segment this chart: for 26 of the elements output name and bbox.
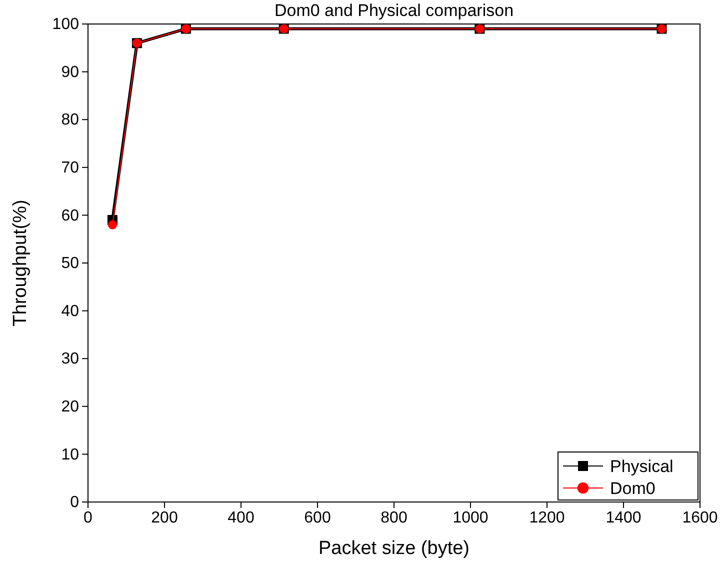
y-tick-label: 0 — [70, 494, 80, 512]
point — [108, 220, 117, 230]
y-tick-label: 10 — [61, 446, 80, 464]
y-tick-label: 50 — [61, 255, 80, 272]
y-tick-label: 100 — [52, 16, 80, 34]
legend-label: Dom0 — [610, 479, 656, 498]
y-tick-label: 70 — [61, 160, 80, 177]
x-tick-label: 400 — [228, 509, 254, 526]
legend-label: Physical — [610, 457, 674, 476]
x-tick-label: 200 — [151, 509, 178, 526]
y-axis-title: Throughput(%) — [10, 200, 31, 326]
y-tick-label: 60 — [61, 207, 80, 224]
x-tick-label: 800 — [380, 509, 408, 526]
x-tick-label: 1000 — [452, 509, 488, 526]
y-tick-label: 90 — [61, 64, 80, 81]
x-tick-label: 0 — [84, 509, 93, 526]
y-tick-label: 30 — [61, 350, 80, 368]
x-tick-label: 1200 — [529, 509, 565, 526]
x-axis-title: Packet size (byte) — [318, 538, 470, 559]
x-tick-label: 1600 — [682, 509, 718, 526]
y-tick-label: 80 — [61, 112, 80, 129]
y-tick-label: 40 — [61, 302, 80, 320]
y-tick-label: 20 — [61, 398, 80, 416]
x-tick-label: 600 — [304, 509, 331, 526]
x-tick-label: 1400 — [606, 509, 642, 526]
chart-title: Dom0 and Physical comparison — [274, 1, 514, 20]
